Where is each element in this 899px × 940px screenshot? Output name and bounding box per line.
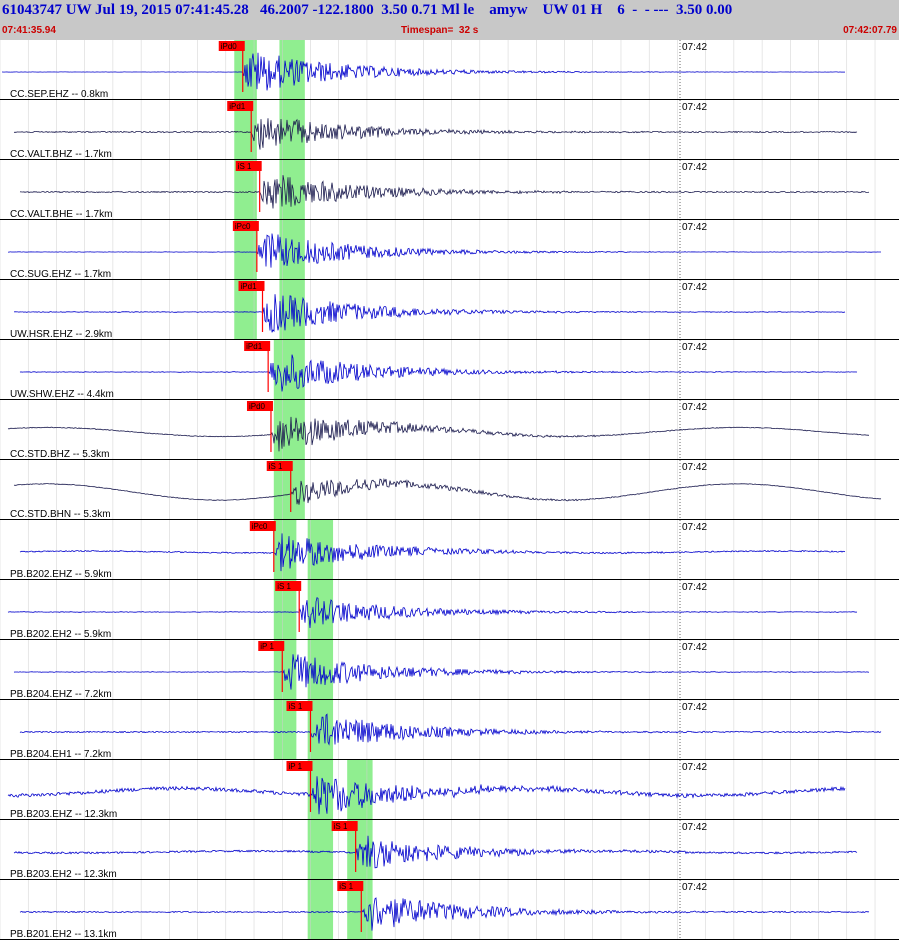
pick-label-box (227, 101, 254, 111)
minute-tick-label: 07:42 (682, 282, 707, 293)
pick-label-box (337, 881, 364, 891)
pick-label-box (258, 641, 285, 651)
pick-label-box (218, 41, 245, 51)
pick-label-box (232, 221, 259, 231)
pick-label: iPc0 (235, 222, 251, 231)
pick-label: iPd1 (241, 282, 258, 291)
pick-label: iS 1 (334, 822, 348, 831)
event-title: 61043747 UW Jul 19, 2015 07:41:45.28 46.… (2, 2, 733, 18)
minute-tick-label: 07:42 (682, 522, 707, 533)
pick-label: iPd1 (246, 342, 263, 351)
station-label: CC.VALT.BHE -- 1.7km (10, 209, 112, 220)
station-label: CC.STD.BHZ -- 5.3km (10, 449, 109, 460)
waveform-trace (7, 597, 858, 629)
pick-label: iS 1 (277, 582, 291, 591)
pick-label-box (266, 461, 293, 471)
waveform-trace (8, 233, 881, 268)
minute-tick-label: 07:42 (682, 582, 707, 593)
station-label: CC.STD.BHN -- 5.3km (10, 509, 111, 520)
minute-tick-label: 07:42 (682, 342, 707, 353)
pick-label-box (331, 821, 358, 831)
pick-label: iP 1 (260, 642, 274, 651)
minute-tick-label: 07:42 (682, 222, 707, 233)
station-label: CC.VALT.BHZ -- 1.7km (10, 149, 112, 160)
waveform-trace (2, 52, 846, 91)
pick-label: iPd0 (221, 42, 238, 51)
waveform-trace (13, 294, 846, 333)
waveform-trace (13, 835, 858, 869)
waveform-trace (19, 713, 882, 746)
pick-label-box (244, 341, 271, 351)
station-label: PB.B204.EH1 -- 7.2km (10, 749, 111, 760)
pick-label: iS 1 (238, 162, 252, 171)
waveform-trace (13, 654, 870, 690)
pick-label-box (235, 161, 262, 171)
end-time-label: 07:42:07.79 (843, 25, 897, 36)
pick-label-box (249, 521, 276, 531)
waveform-trace (13, 118, 858, 150)
minute-tick-label: 07:42 (682, 162, 707, 173)
time-axis-labels: 07:41:35.94 Timespan= 32 s 07:42:07.79 (0, 25, 899, 39)
pick-label: iP 1 (288, 762, 302, 771)
minute-tick-label: 07:42 (682, 102, 707, 113)
minute-tick-label: 07:42 (682, 42, 707, 53)
header-bar: 61043747 UW Jul 19, 2015 07:41:45.28 46.… (0, 0, 899, 40)
station-label: PB.B202.EHZ -- 5.9km (10, 569, 112, 580)
station-label: PB.B203.EHZ -- 12.3km (10, 809, 117, 820)
minute-tick-label: 07:42 (682, 822, 707, 833)
pick-window-band (234, 40, 257, 340)
station-label: PB.B201.EH2 -- 13.1km (10, 929, 117, 940)
minute-tick-label: 07:42 (682, 762, 707, 773)
minute-tick-label: 07:42 (682, 402, 707, 413)
pick-label-box (286, 761, 313, 771)
pick-window-band (307, 520, 334, 940)
waveform-trace (13, 477, 882, 505)
station-label: UW.HSR.EHZ -- 2.9km (10, 329, 112, 340)
pick-label: iS 1 (269, 462, 283, 471)
minute-tick-label: 07:42 (682, 642, 707, 653)
waveform-trace (7, 416, 870, 452)
station-label: CC.SEP.EHZ -- 0.8km (10, 89, 108, 100)
start-time-label: 07:41:35.94 (2, 25, 56, 36)
minute-tick-label: 07:42 (682, 462, 707, 473)
seismogram-panel[interactable]: 07:42 iPd0 CC.SEP.EHZ -- 0.8km 07:42 iPd1 CC.… (0, 40, 899, 940)
pick-label-box (246, 401, 273, 411)
station-label: PB.B203.EH2 -- 12.3km (10, 869, 117, 880)
timespan-label: Timespan= 32 s (401, 25, 479, 36)
station-label: UW.SHW.EHZ -- 4.4km (10, 389, 114, 400)
station-label: PB.B202.EH2 -- 5.9km (10, 629, 111, 640)
pick-label-box (238, 281, 265, 291)
waveform-trace (19, 533, 846, 572)
pick-label: iPd1 (229, 102, 246, 111)
waveform-trace (19, 175, 870, 209)
station-label: CC.SUG.EHZ -- 1.7km (10, 269, 111, 280)
waveform-trace (7, 776, 846, 815)
pick-label: iPc0 (252, 522, 268, 531)
waveform-trace (19, 897, 870, 931)
pick-label: iPd0 (249, 402, 266, 411)
minute-tick-label: 07:42 (682, 882, 707, 893)
pick-label: iS 1 (288, 702, 302, 711)
station-label: PB.B204.EHZ -- 7.2km (10, 689, 112, 700)
pick-label-box (275, 581, 302, 591)
pick-label: iS 1 (339, 882, 353, 891)
pick-label-box (286, 701, 313, 711)
minute-tick-label: 07:42 (682, 702, 707, 713)
waveform-trace (19, 354, 858, 392)
